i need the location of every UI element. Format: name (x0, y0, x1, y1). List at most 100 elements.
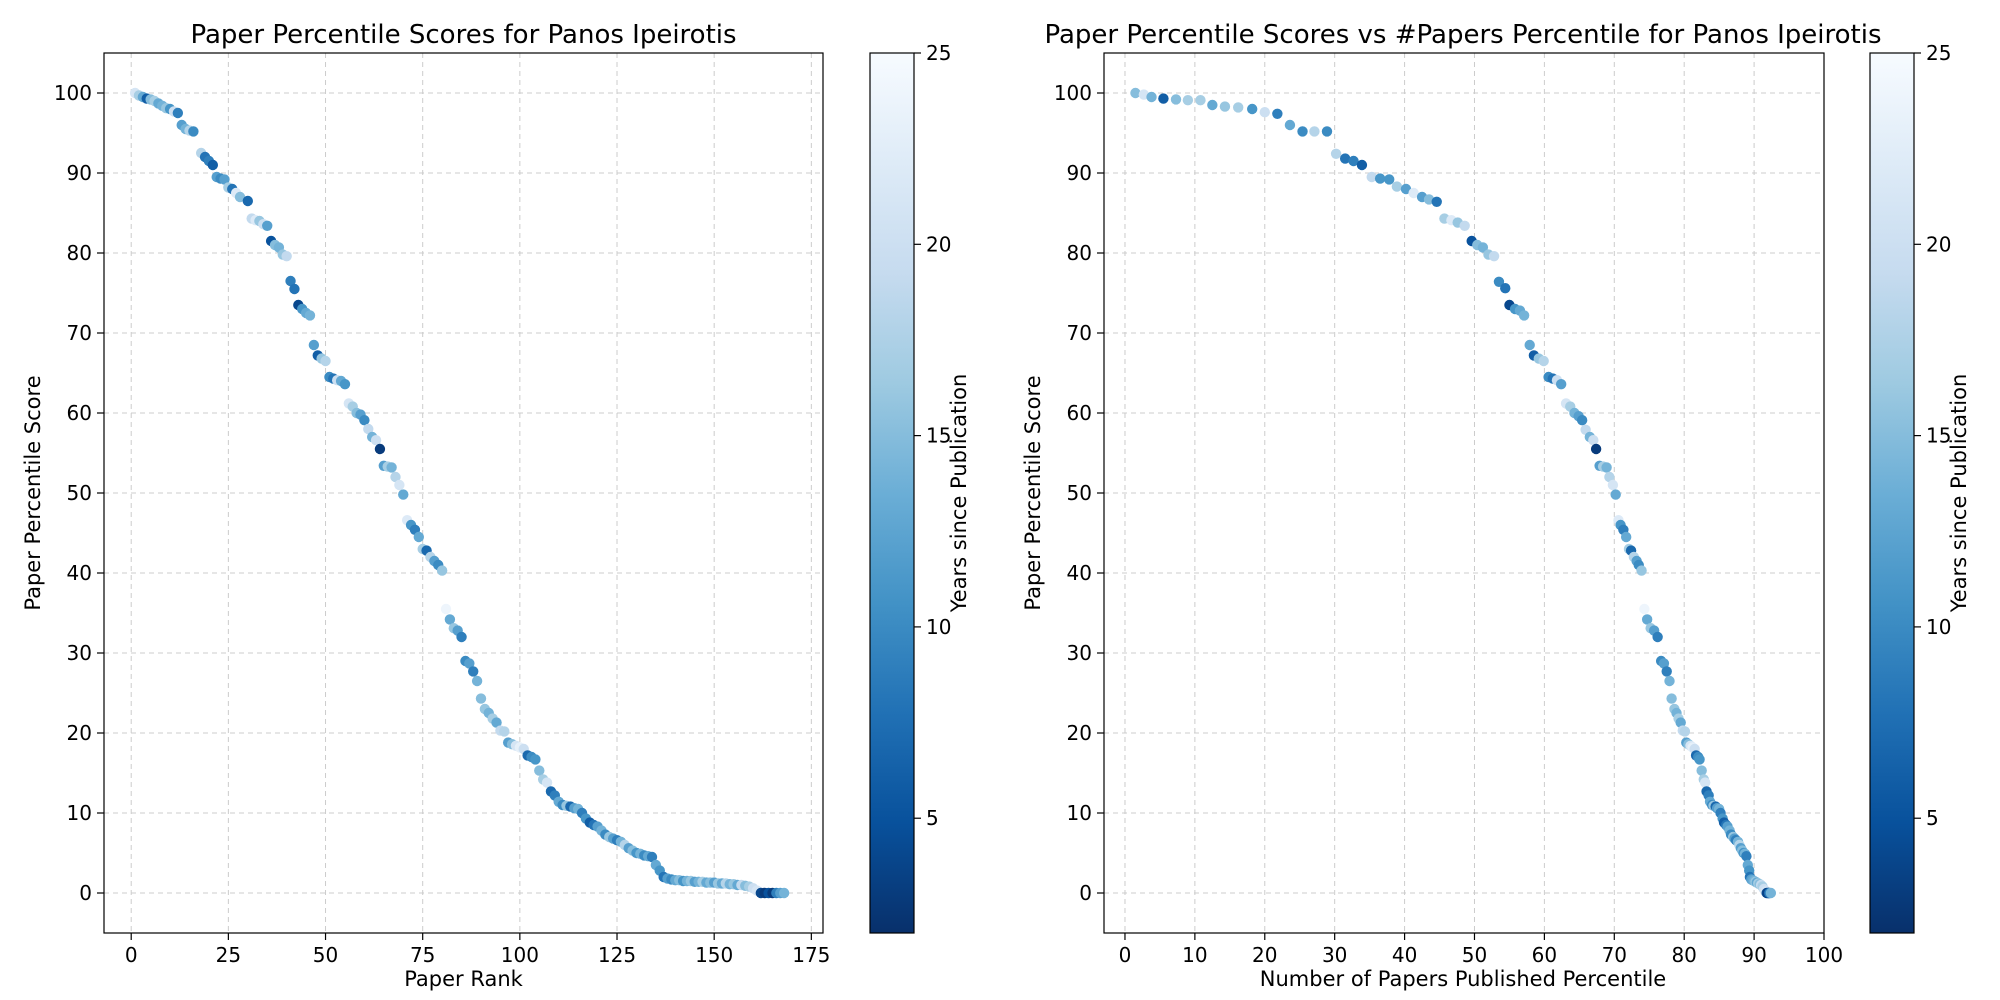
chart-right-x-axis-label: Number of Papers Published Percentile (1260, 967, 1666, 991)
chart-right-colorbar-label: Years since Publication (1947, 374, 1971, 614)
data-point (1620, 531, 1632, 543)
chart-left: Paper Percentile Scores for Panos Ipeiro… (21, 20, 971, 991)
data-point (339, 379, 351, 390)
data-point (436, 565, 448, 576)
data-point (1339, 153, 1351, 164)
x-tick-label: 80 (1671, 943, 1696, 967)
data-point (1555, 379, 1567, 390)
data-point (440, 603, 452, 615)
y-tick-label: 90 (67, 161, 92, 185)
data-point (308, 339, 320, 351)
data-point (499, 726, 510, 737)
data-point (1259, 107, 1270, 118)
y-tick-label: 20 (1067, 721, 1092, 745)
y-tick-label: 70 (67, 321, 92, 345)
x-tick-label: 75 (410, 943, 435, 967)
x-tick-label: 0 (125, 943, 138, 967)
data-point (1604, 471, 1615, 483)
chart-right-x-ticks: 0 10 20 30 40 50 60 70 80 90 100 (1119, 933, 1843, 967)
data-point (1601, 462, 1612, 473)
data-point (1666, 693, 1677, 704)
data-point (413, 531, 425, 543)
y-tick-label: 20 (67, 721, 92, 745)
colorbar-tick-label: 15 (1926, 424, 1951, 448)
chart-right-colorbar-ticks: 5 10 15 20 25 (1914, 41, 1951, 830)
chart-left-x-ticks: 0 25 50 75 100 125 150 175 (125, 933, 830, 967)
data-point (1610, 489, 1621, 500)
data-point (219, 174, 230, 185)
data-point (386, 462, 397, 473)
y-tick-label: 50 (1067, 481, 1092, 505)
data-point (1182, 95, 1194, 106)
data-point (374, 443, 386, 455)
x-tick-label: 10 (1182, 943, 1207, 967)
data-point (534, 765, 545, 776)
x-tick-label: 90 (1741, 943, 1766, 967)
data-point (1330, 148, 1342, 159)
chart-left-title: Paper Percentile Scores for Panos Ipeiro… (190, 20, 736, 50)
data-point (1652, 631, 1663, 643)
data-point (363, 423, 374, 435)
data-point (1639, 603, 1650, 615)
y-tick-label: 40 (67, 561, 92, 585)
colorbar-tick-label: 25 (1926, 41, 1951, 65)
data-point (398, 489, 409, 500)
data-point (1158, 93, 1169, 104)
x-tick-label: 100 (501, 943, 539, 967)
y-tick-label: 10 (1067, 801, 1092, 825)
data-point (1374, 173, 1386, 184)
data-point (1488, 251, 1500, 262)
data-point (370, 435, 382, 446)
data-point (234, 191, 246, 203)
data-point (1431, 196, 1442, 207)
data-point (541, 777, 553, 788)
x-tick-label: 60 (1532, 943, 1557, 967)
chart-right-points (1130, 87, 1777, 899)
x-tick-label: 30 (1322, 943, 1347, 967)
data-point (1400, 183, 1412, 195)
chart-left-colorbar (869, 52, 915, 934)
data-point (1500, 283, 1511, 294)
data-point (1696, 765, 1707, 776)
data-point (1538, 355, 1549, 367)
colorbar-tick-label: 20 (926, 232, 951, 256)
chart-left-y-axis-label: Paper Percentile Score (21, 375, 45, 610)
chart-right-y-axis-label: Paper Percentile Score (1021, 375, 1045, 610)
data-point (1493, 276, 1505, 287)
data-point (1207, 99, 1218, 111)
data-point (456, 631, 467, 643)
data-point (359, 415, 370, 426)
data-point (1309, 126, 1320, 137)
data-point (1219, 101, 1231, 112)
data-point (1356, 159, 1368, 171)
chart-left-y-ticks: 0 10 20 30 40 50 60 70 80 90 100 (54, 81, 104, 905)
y-tick-label: 80 (1067, 241, 1092, 265)
data-point (285, 275, 296, 287)
data-point (1130, 87, 1141, 99)
data-point (289, 283, 300, 295)
x-tick-label: 100 (1805, 943, 1843, 967)
data-point (1272, 108, 1283, 120)
data-point (491, 717, 502, 728)
x-tick-label: 25 (216, 943, 241, 967)
data-point (304, 310, 316, 321)
y-tick-label: 30 (67, 641, 92, 665)
x-tick-label: 175 (792, 943, 830, 967)
data-point (1641, 614, 1653, 625)
data-point (207, 159, 219, 171)
data-point (1590, 443, 1602, 455)
data-point (646, 851, 658, 863)
colorbar-tick-label: 20 (1926, 232, 1951, 256)
data-point (1246, 103, 1258, 115)
data-point (1607, 479, 1619, 491)
y-tick-label: 0 (1079, 881, 1092, 905)
data-point (390, 471, 401, 483)
chart-right-y-ticks: 0 10 20 30 40 50 60 70 80 90 100 (1054, 81, 1104, 905)
chart-right-title: Paper Percentile Scores vs #Papers Perce… (1044, 20, 1881, 50)
x-tick-label: 40 (1392, 943, 1417, 967)
x-tick-label: 0 (1119, 943, 1132, 967)
y-tick-label: 60 (1067, 401, 1092, 425)
colorbar-tick-label: 5 (926, 806, 939, 830)
data-point (1366, 171, 1377, 183)
data-point (1576, 415, 1588, 426)
